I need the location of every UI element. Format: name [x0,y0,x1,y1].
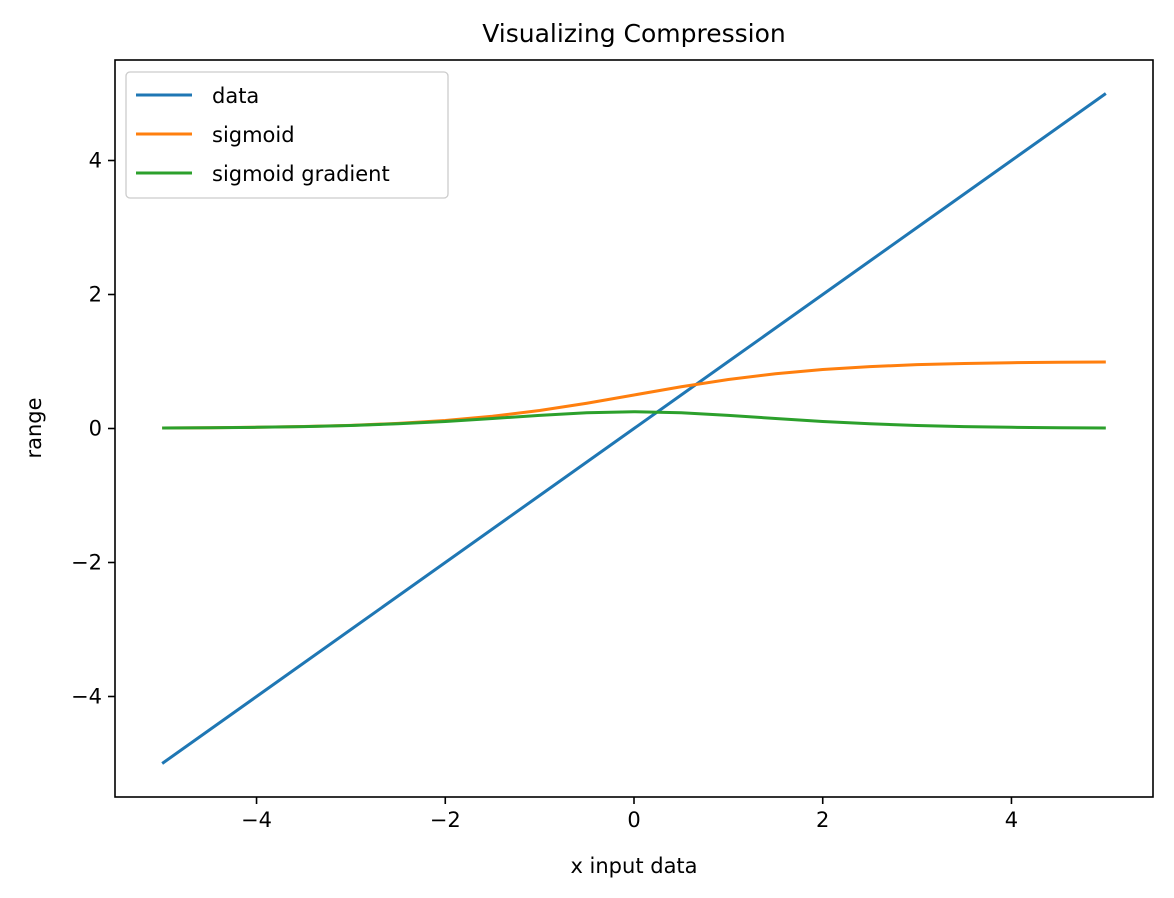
x-tick-label-2: 0 [627,808,640,832]
y-tick-label-1: −2 [71,551,102,575]
series-layer [161,92,1107,765]
y-tick-label-0: −4 [71,685,102,709]
x-tick-label-3: 2 [816,808,829,832]
y-tick-label-4: 4 [89,149,102,173]
legend-box [125,71,449,199]
x-axis-ticks: −4 −2 0 2 4 [241,797,1018,832]
y-tick-label-3: 2 [89,283,102,307]
x-tick-label-4: 4 [1005,808,1018,832]
y-axis-ticks: −4 −2 0 2 4 [71,149,115,709]
legend-label-1: sigmoid [212,123,295,147]
x-axis-label: x input data [570,854,697,878]
y-tick-label-2: 0 [89,417,102,441]
legend-label-0: data [212,84,259,108]
legend-label-2: sigmoid gradient [212,162,390,186]
legend: data sigmoid sigmoid gradient [125,71,449,199]
x-tick-label-1: −2 [430,808,461,832]
series-line-2 [162,410,1106,430]
x-tick-label-0: −4 [241,808,272,832]
y-axis-label: range [22,397,46,458]
chart-title: Visualizing Compression [482,19,786,48]
series-line-0 [161,92,1107,765]
